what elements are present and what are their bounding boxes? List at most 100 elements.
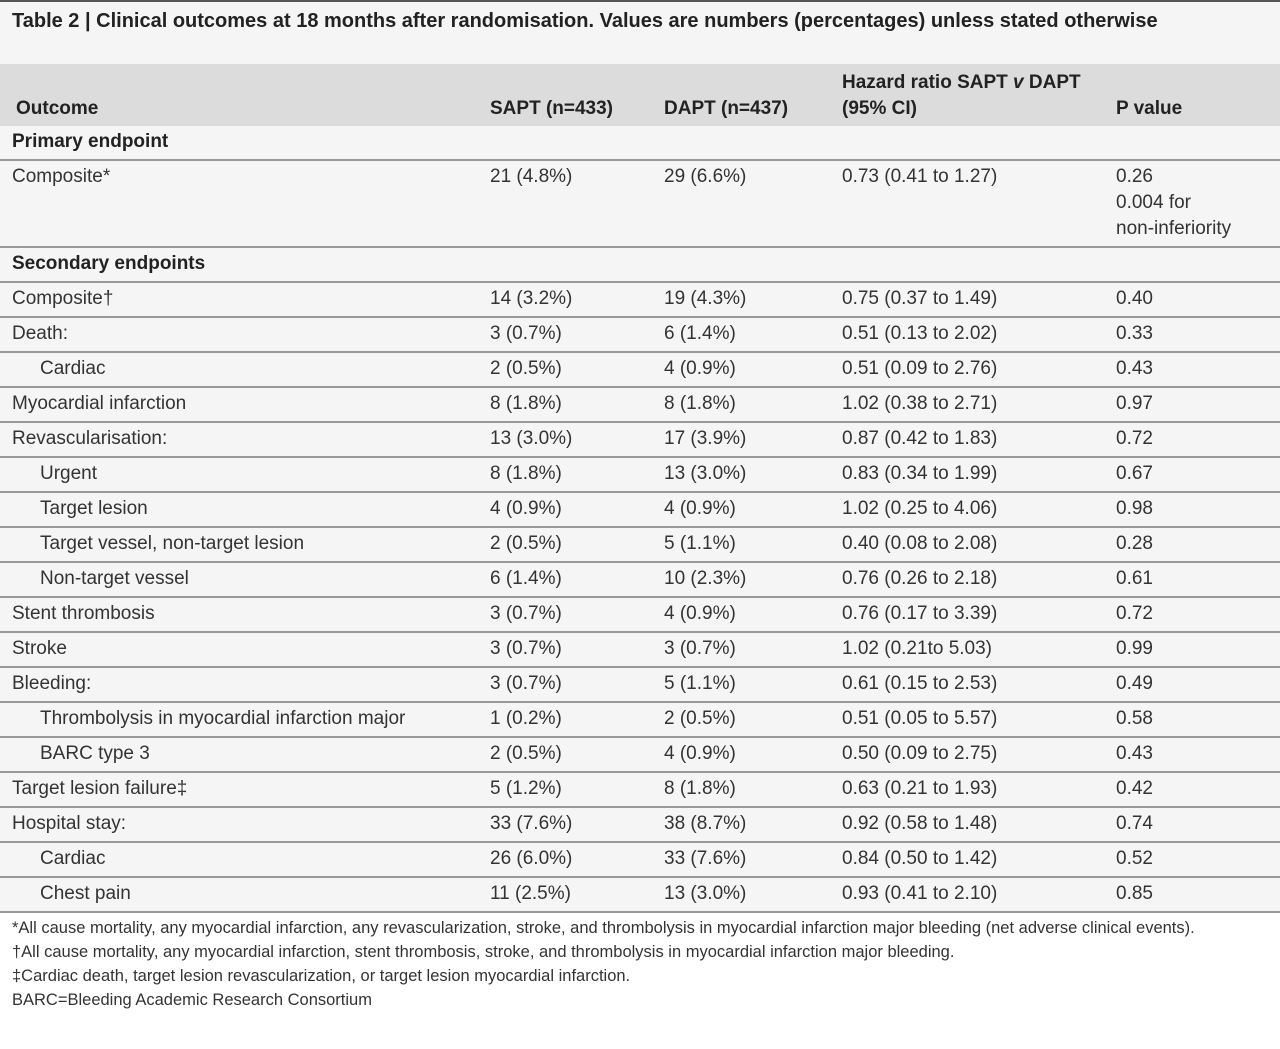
- cell-dapt: 19 (4.3%): [652, 282, 830, 318]
- cell-dapt: 6 (1.4%): [652, 317, 830, 353]
- cell-outcome: Stent thrombosis: [0, 597, 478, 633]
- cell-dapt: 29 (6.6%): [652, 160, 830, 248]
- cell-dapt: 2 (0.5%): [652, 702, 830, 738]
- table-header: Outcome SAPT (n=433) DAPT (n=437) Hazard…: [0, 64, 1280, 126]
- header-dapt: DAPT (n=437): [652, 64, 830, 126]
- cell-p-value: 0.61: [1104, 562, 1280, 598]
- p-value: 0.42: [1116, 778, 1153, 799]
- cell-dapt: 10 (2.3%): [652, 562, 830, 598]
- cell-outcome: Stroke: [0, 632, 478, 668]
- cell-p-value: 0.33: [1104, 317, 1280, 353]
- header-hr-text-b: DAPT: [1023, 72, 1081, 93]
- cell-sapt: 8 (1.8%): [478, 387, 652, 423]
- section-header: Primary endpoint: [0, 126, 1280, 161]
- cell-p-value: 0.43: [1104, 737, 1280, 773]
- p-value: 0.98: [1116, 498, 1153, 519]
- cell-dapt: 5 (1.1%): [652, 527, 830, 563]
- table-row: Stroke 3 (0.7%) 3 (0.7%) 1.02 (0.21to 5.03)…: [0, 632, 1280, 668]
- p-value: 0.99: [1116, 638, 1153, 659]
- cell-outcome: Target lesion: [0, 492, 478, 528]
- cell-dapt: 3 (0.7%): [652, 632, 830, 668]
- cell-p-value: 0.67: [1104, 457, 1280, 493]
- cell-sapt: 6 (1.4%): [478, 562, 652, 598]
- cell-hr: 1.02 (0.25 to 4.06): [830, 492, 1104, 528]
- header-p-value: P value: [1104, 64, 1280, 126]
- footnote: BARC=Bleeding Academic Research Consorti…: [12, 991, 372, 1009]
- cell-outcome: Cardiac: [0, 352, 478, 388]
- cell-sapt: 4 (0.9%): [478, 492, 652, 528]
- cell-sapt: 2 (0.5%): [478, 737, 652, 773]
- cell-p-value: 0.72: [1104, 422, 1280, 458]
- cell-sapt: 3 (0.7%): [478, 667, 652, 703]
- cell-sapt: 1 (0.2%): [478, 702, 652, 738]
- cell-p-value: 0.42: [1104, 772, 1280, 808]
- cell-dapt: 38 (8.7%): [652, 807, 830, 843]
- cell-hr: 0.75 (0.37 to 1.49): [830, 282, 1104, 318]
- cell-p-value: 0.43: [1104, 352, 1280, 388]
- cell-sapt: 5 (1.2%): [478, 772, 652, 808]
- cell-sapt: 14 (3.2%): [478, 282, 652, 318]
- cell-hr: 0.73 (0.41 to 1.27): [830, 160, 1104, 248]
- cell-dapt: 4 (0.9%): [652, 737, 830, 773]
- table-row: Death: 3 (0.7%) 6 (1.4%) 0.51 (0.13 to 2.02…: [0, 317, 1280, 353]
- table-body: Primary endpoint Composite* 21 (4.8%) 29 (6…: [0, 126, 1280, 913]
- table-row: Chest pain 11 (2.5%) 13 (3.0%) 0.93 (0.41 t…: [0, 877, 1280, 913]
- cell-p-value: 0.58: [1104, 702, 1280, 738]
- cell-outcome: Urgent: [0, 457, 478, 493]
- table-row: Bleeding: 3 (0.7%) 5 (1.1%) 0.61 (0.15 to 2…: [0, 667, 1280, 703]
- table-row: Thrombolysis in myocardial infarction ma…: [0, 702, 1280, 738]
- table-row: Urgent 8 (1.8%) 13 (3.0%) 0.83 (0.34 to 1.9…: [0, 457, 1280, 493]
- cell-sapt: 2 (0.5%): [478, 352, 652, 388]
- cell-outcome: Revascularisation:: [0, 422, 478, 458]
- cell-p-value: 0.99: [1104, 632, 1280, 668]
- cell-outcome: Target vessel, non-target lesion: [0, 527, 478, 563]
- cell-p-value: 0.97: [1104, 387, 1280, 423]
- cell-dapt: 4 (0.9%): [652, 597, 830, 633]
- table-row: Composite† 14 (3.2%) 19 (4.3%) 0.75 (0.37 t…: [0, 282, 1280, 318]
- cell-p-value: 0.72: [1104, 597, 1280, 633]
- table-title: Table 2 | Clinical outcomes at 18 months…: [0, 0, 1280, 64]
- cell-sapt: 2 (0.5%): [478, 527, 652, 563]
- cell-hr: 0.61 (0.15 to 2.53): [830, 667, 1104, 703]
- cell-outcome: Myocardial infarction: [0, 387, 478, 423]
- cell-sapt: 3 (0.7%): [478, 632, 652, 668]
- section-label: Secondary endpoints: [0, 247, 1280, 283]
- cell-outcome: Chest pain: [0, 877, 478, 913]
- header-hr-v: v: [1013, 72, 1024, 93]
- footnote: †All cause mortality, any myocardial inf…: [12, 943, 955, 961]
- cell-outcome: Cardiac: [0, 842, 478, 878]
- cell-dapt: 33 (7.6%): [652, 842, 830, 878]
- p-value: 0.97: [1116, 393, 1153, 414]
- header-hr-ci: (95% CI): [842, 98, 917, 119]
- cell-outcome: Target lesion failure‡: [0, 772, 478, 808]
- p-value: 0.58: [1116, 708, 1153, 729]
- cell-hr: 0.51 (0.09 to 2.76): [830, 352, 1104, 388]
- cell-p-value: 0.52: [1104, 842, 1280, 878]
- table-row: Myocardial infarction 8 (1.8%) 8 (1.8%) 1.0…: [0, 387, 1280, 423]
- table-row: Composite* 21 (4.8%) 29 (6.6%) 0.73 (0.41 t…: [0, 160, 1280, 248]
- cell-hr: 0.51 (0.05 to 5.57): [830, 702, 1104, 738]
- table-row: Target lesion failure‡ 5 (1.2%) 8 (1.8%) 0.…: [0, 772, 1280, 808]
- cell-p-value: 0.98: [1104, 492, 1280, 528]
- cell-p-value: 0.28: [1104, 527, 1280, 563]
- cell-dapt: 8 (1.8%): [652, 387, 830, 423]
- cell-dapt: 13 (3.0%): [652, 877, 830, 913]
- p-value: 0.61: [1116, 568, 1153, 589]
- cell-sapt: 3 (0.7%): [478, 597, 652, 633]
- p-value: 0.26: [1116, 166, 1153, 187]
- table-row: Hospital stay: 33 (7.6%) 38 (8.7%) 0.92 (0.…: [0, 807, 1280, 843]
- cell-p-value: 0.40: [1104, 282, 1280, 318]
- header-hr-text: Hazard ratio SAPT: [842, 72, 1014, 93]
- header-outcome: Outcome: [0, 64, 478, 126]
- table-row: Target lesion 4 (0.9%) 4 (0.9%) 1.02 (0.25 …: [0, 492, 1280, 528]
- footnote: ‡Cardiac death, target lesion revascular…: [12, 967, 631, 985]
- p-value-note: 0.004 for: [1116, 192, 1191, 213]
- p-value: 0.33: [1116, 323, 1153, 344]
- cell-hr: 0.93 (0.41 to 2.10): [830, 877, 1104, 913]
- cell-sapt: 8 (1.8%): [478, 457, 652, 493]
- cell-outcome: Non-target vessel: [0, 562, 478, 598]
- p-value: 0.40: [1116, 288, 1153, 309]
- cell-p-value: 0.26 0.004 for non-inferiority: [1104, 160, 1280, 248]
- p-value: 0.43: [1116, 358, 1153, 379]
